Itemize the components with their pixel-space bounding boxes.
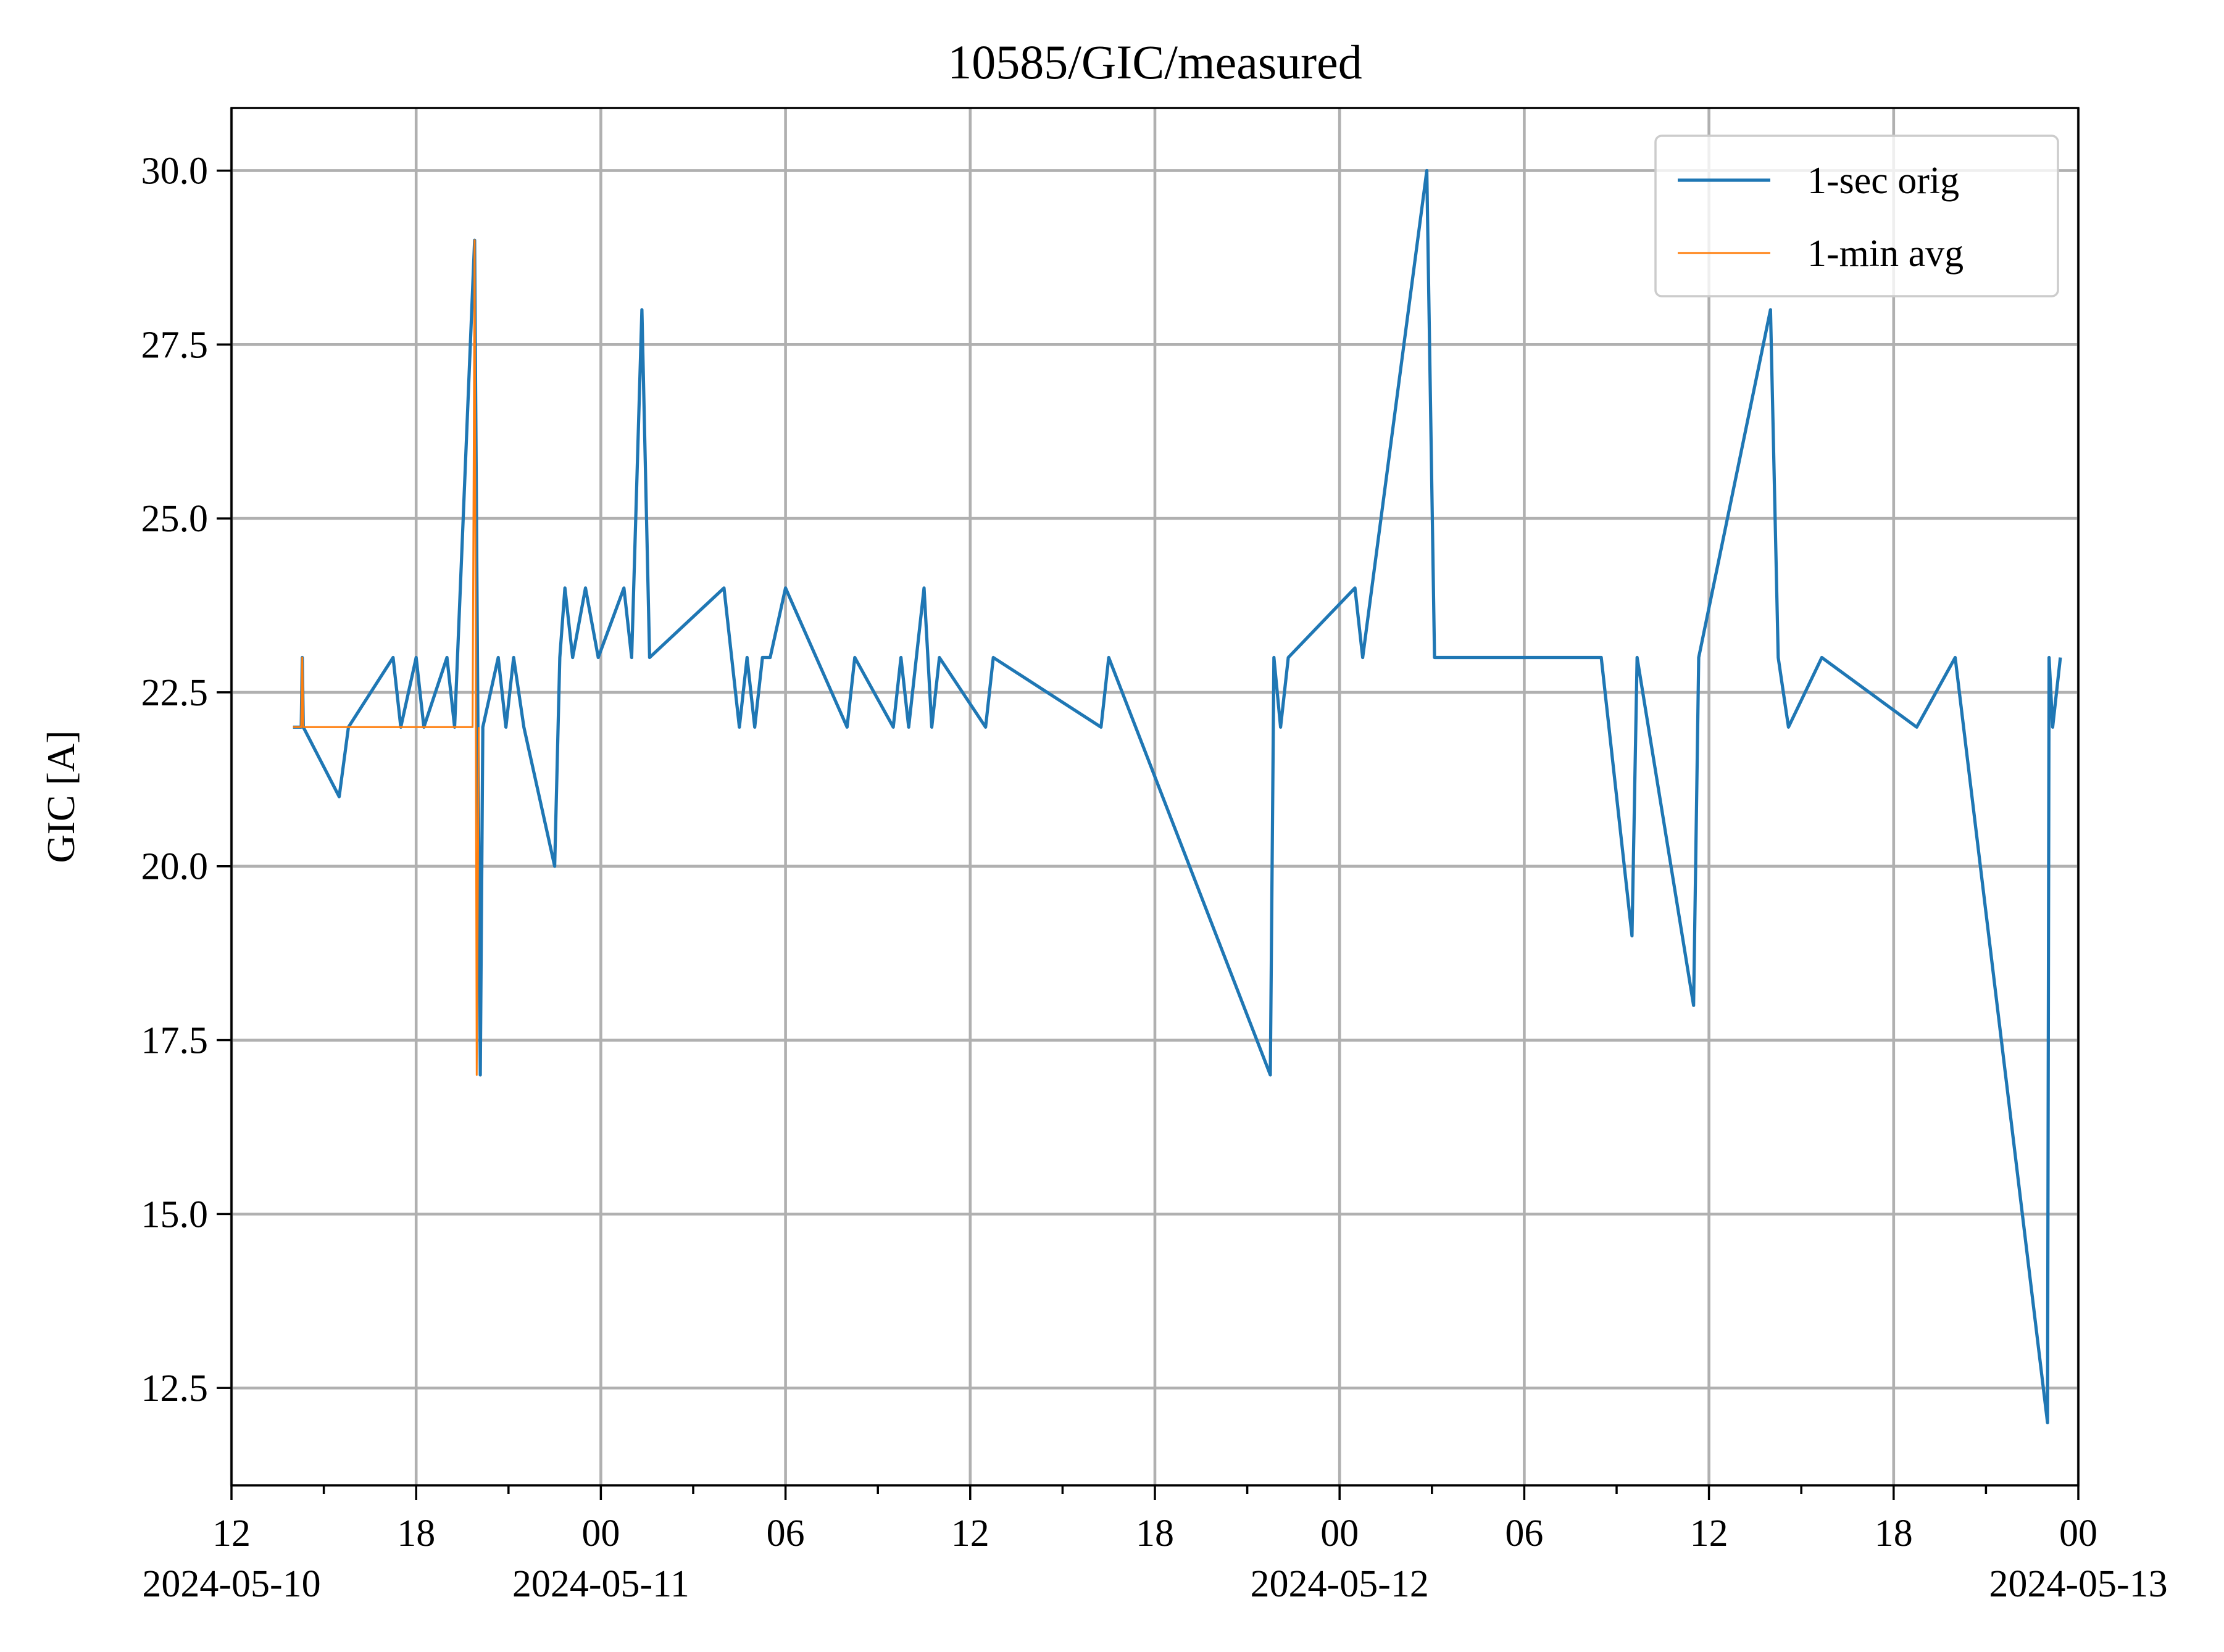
- legend-box: [1654, 135, 2059, 297]
- x-tick-label: 18: [397, 1513, 435, 1554]
- x-tick-label: 06: [1505, 1513, 1543, 1554]
- x-tick-label: 00: [581, 1513, 620, 1554]
- y-axis-label: GIC [A]: [39, 730, 83, 863]
- tick-labels: 12 2024-05-10 18 00 2024-05-11 06 12 18 00 2024-0…: [141, 150, 2168, 1605]
- x-tick-label: 12: [951, 1513, 989, 1554]
- series-layer: [293, 168, 2062, 1425]
- y-tick-label: 25.0: [141, 498, 209, 540]
- legend: 1-sec orig 1-min avg: [1654, 135, 2059, 297]
- y-tick-label: 22.5: [141, 672, 209, 714]
- y-tick-label: 12.5: [141, 1368, 209, 1409]
- y-tick-label: 17.5: [141, 1020, 209, 1062]
- y-tick-label: 30.0: [141, 150, 209, 192]
- ticks: [217, 169, 2080, 1500]
- series-line-1: [293, 168, 2062, 1425]
- x-tick-label: 18: [1136, 1513, 1174, 1554]
- series-line-2: [293, 239, 480, 1076]
- x-tick-label: 12: [1690, 1513, 1728, 1554]
- y-tick-label: 27.5: [141, 324, 209, 366]
- x-tick-date-label: 2024-05-12: [1251, 1563, 1429, 1605]
- x-tick-label: 00: [1320, 1513, 1359, 1554]
- legend-label-1: 1-sec orig: [1807, 160, 1959, 202]
- x-tick-label: 18: [1875, 1513, 1913, 1554]
- x-tick-label: 12: [212, 1513, 251, 1554]
- y-tick-label: 15.0: [141, 1193, 209, 1235]
- chart-title: 10585/GIC/measured: [947, 35, 1362, 89]
- x-tick-label: 00: [2059, 1513, 2097, 1554]
- y-tick-label: 20.0: [141, 846, 209, 888]
- x-tick-label: 06: [767, 1513, 805, 1554]
- x-tick-date-label: 2024-05-13: [1989, 1563, 2167, 1605]
- x-tick-date-label: 2024-05-11: [512, 1563, 689, 1605]
- legend-label-2: 1-min avg: [1807, 233, 1964, 275]
- x-tick-date-label: 2024-05-10: [142, 1563, 320, 1605]
